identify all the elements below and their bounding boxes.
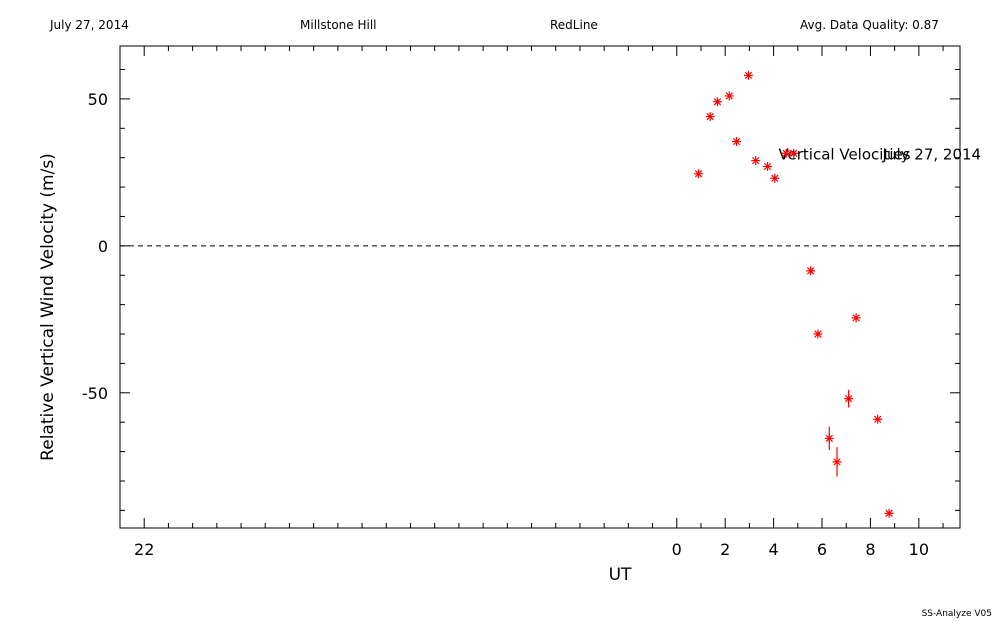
data-point [694, 169, 704, 179]
data-point [873, 414, 883, 424]
data-point [743, 70, 753, 80]
data-point [712, 97, 722, 107]
y-axis-label: Relative Vertical Wind Velocity (m/s) [38, 153, 58, 461]
data-point [789, 148, 799, 158]
chart-annotation: July 27, 2014 [882, 145, 982, 163]
version-label: SS-Analyze V05 [921, 609, 992, 619]
x-tick-label: 2 [720, 540, 730, 559]
x-tick-label: 4 [769, 540, 779, 559]
data-point [724, 91, 734, 101]
x-tick-label: 6 [817, 540, 827, 559]
y-tick-label: -50 [82, 384, 108, 403]
data-point [781, 148, 791, 158]
y-tick-label: 0 [98, 237, 108, 256]
data-point [763, 162, 773, 171]
header-quality: Avg. Data Quality: 0.87 [800, 18, 939, 32]
header-date: July 27, 2014 [50, 18, 129, 32]
chart-annotation: Vertical Velocities [778, 145, 910, 163]
x-axis-label: UT [609, 565, 632, 585]
x-tick-label: 10 [909, 540, 929, 559]
data-point [884, 508, 894, 518]
header-site: Millstone Hill [300, 18, 377, 32]
y-tick-label: 50 [88, 90, 108, 109]
data-point [851, 313, 861, 323]
data-point [732, 137, 742, 147]
x-tick-label: 8 [865, 540, 875, 559]
x-tick-label: 0 [672, 540, 682, 559]
data-point [806, 266, 816, 276]
plot-frame [119, 45, 961, 529]
x-tick-label: 22 [134, 540, 154, 559]
data-point [813, 329, 823, 339]
data-point [705, 112, 715, 122]
data-point [751, 156, 761, 166]
header-filter: RedLine [550, 18, 598, 32]
data-point [770, 173, 780, 183]
